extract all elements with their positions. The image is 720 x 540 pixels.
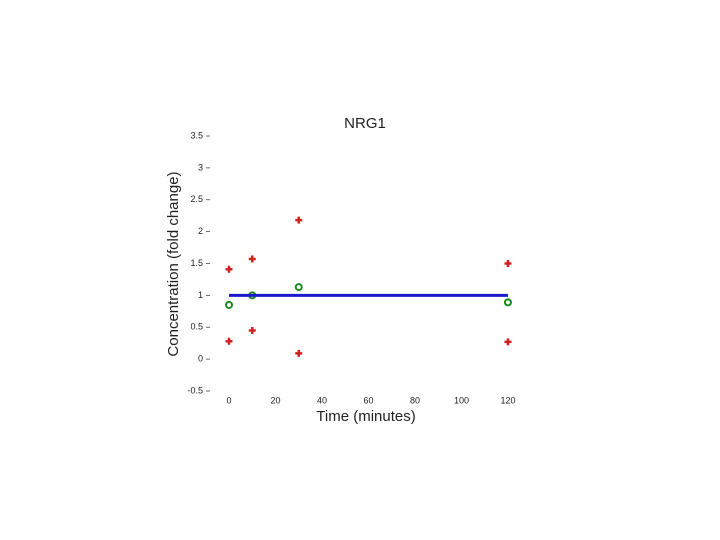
y-tick-label: 3 [198,162,203,172]
plus-point [504,338,512,346]
y-tick-label: 2.5 [190,194,203,204]
plus-point [295,216,303,224]
circle-point [503,298,512,307]
y-tick-label: 1.5 [190,258,203,268]
x-tick-label: 20 [271,395,281,405]
plus-point [504,260,512,267]
circle-point [294,283,303,292]
x-tick-label: 0 [227,395,232,405]
circle-point [225,300,234,309]
y-axis-label: Concentration (fold change) [165,171,182,356]
plus-point [248,255,256,263]
y-tick-label: 0 [198,354,203,364]
y-tick-label: 2 [198,226,203,236]
x-tick-label: 100 [454,395,469,405]
y-tick-label: 1 [198,290,203,300]
plus-point [225,265,233,273]
x-axis-label: Time (minutes) [316,408,415,425]
plus-point [225,337,233,345]
plus-point [248,326,256,334]
x-tick-label: 120 [500,395,515,405]
y-tick-label: 0.5 [190,322,203,332]
x-tick-label: 40 [317,395,327,405]
x-tick-label: 80 [410,395,420,405]
y-tick-label: -0.5 [187,385,203,395]
plus-point [295,349,303,357]
y-tick-label: 3.5 [190,130,203,140]
x-tick-label: 60 [363,395,373,405]
chart-title: NRG1 [344,115,386,132]
